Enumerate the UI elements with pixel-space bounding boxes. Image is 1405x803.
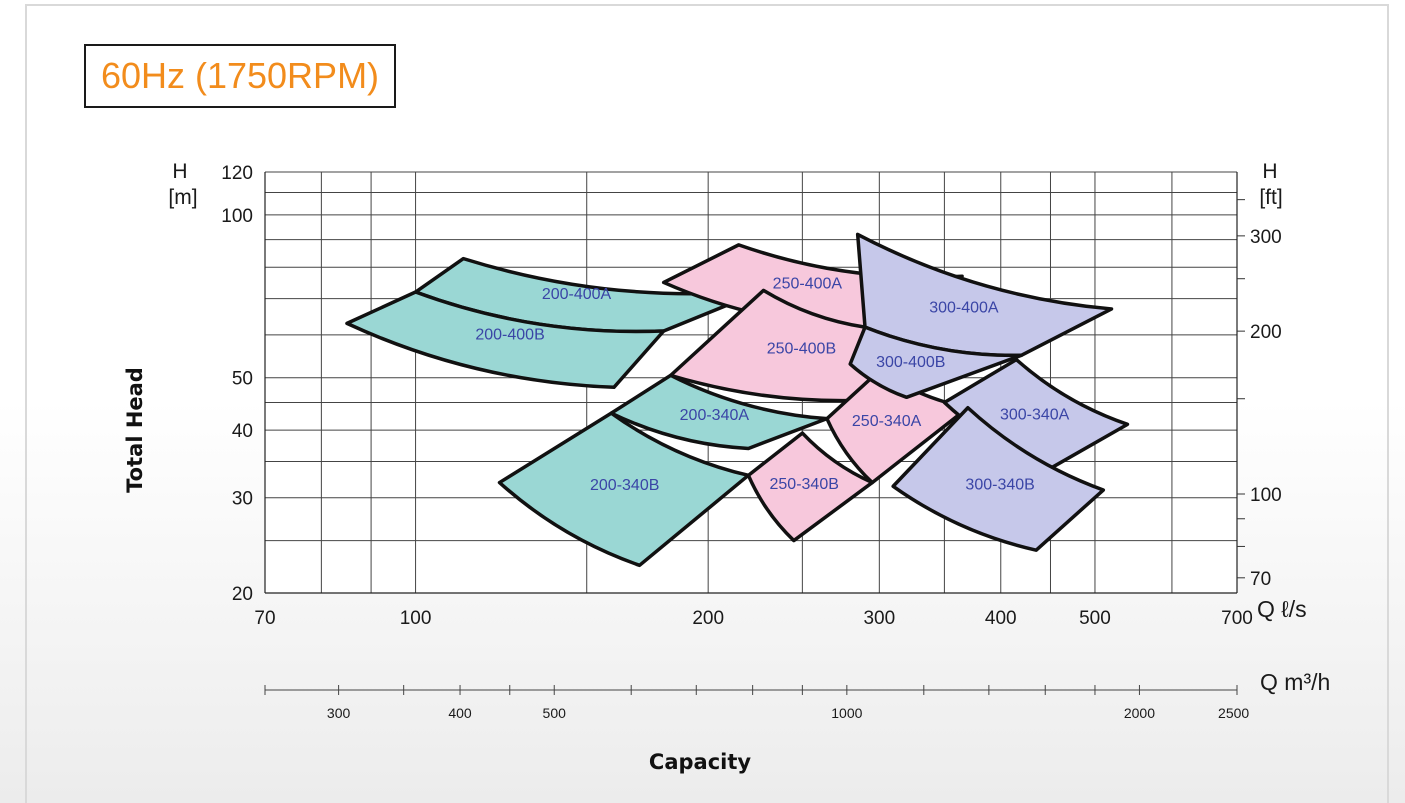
- x-primary-tick-label: 200: [692, 608, 724, 629]
- x-secondary-tick-label: 2000: [1124, 705, 1155, 721]
- y-right-unit-top: H: [1262, 160, 1277, 183]
- x-secondary-unit-label: Q m³/h: [1260, 669, 1330, 695]
- region-250-340B: [746, 431, 874, 543]
- y-right-tick-label: 200: [1250, 322, 1282, 343]
- series-label: 200-340A: [680, 407, 750, 424]
- title-box: 60Hz (1750RPM): [84, 44, 396, 108]
- x-primary-tick-label: 700: [1221, 608, 1253, 629]
- y-right-tick-label: 300: [1250, 227, 1282, 248]
- series-label: 250-400A: [773, 276, 843, 293]
- y-left-tick-label: 50: [232, 369, 253, 390]
- y-left-tick-label: 20: [232, 584, 253, 605]
- series-label: 300-340B: [965, 477, 1034, 494]
- series-label: 200-340B: [590, 477, 659, 494]
- y-left-tick-label: 100: [221, 206, 253, 227]
- y-axis-title: Total Head: [123, 367, 147, 493]
- x-primary-tick-label: 70: [254, 608, 275, 629]
- y-left-tick-label: 40: [232, 421, 253, 442]
- y-left-unit-top: H: [172, 160, 187, 183]
- y-right-unit-bottom: [ft]: [1259, 186, 1282, 209]
- y-left-unit-bottom: [m]: [168, 186, 197, 209]
- panel-border-left: [25, 4, 27, 803]
- y-right-tick-label: 70: [1250, 569, 1271, 590]
- panel-border-right: [1387, 4, 1389, 803]
- region-200-400B: [345, 290, 666, 390]
- series-label: 250-340A: [852, 413, 922, 430]
- x-primary-unit-label: Q ℓ/s: [1257, 596, 1307, 622]
- region-200-340B: [497, 411, 751, 568]
- x-primary-tick-label: 400: [985, 608, 1017, 629]
- x-secondary-tick-label: 500: [543, 705, 567, 721]
- region-200-340A: [609, 373, 829, 451]
- y-right-tick-label: 100: [1250, 485, 1282, 506]
- series-label: 300-400B: [876, 354, 945, 371]
- region-300-340B: [891, 405, 1106, 552]
- x-primary-tick-label: 500: [1079, 608, 1111, 629]
- series-label: 300-340A: [1000, 407, 1070, 424]
- x-secondary-tick-label: 300: [327, 705, 351, 721]
- series-label: 300-400A: [929, 299, 999, 316]
- panel-border-top: [25, 4, 1389, 6]
- chart-title: 60Hz (1750RPM): [100, 55, 380, 96]
- region-300-400B: [848, 325, 1024, 400]
- x-secondary-tick-label: 1000: [831, 705, 862, 721]
- x-axis-title: Capacity: [648, 750, 752, 774]
- x-primary-tick-label: 300: [863, 608, 895, 629]
- series-label: 200-400B: [475, 326, 544, 343]
- x-secondary-tick-label: 400: [448, 705, 472, 721]
- series-label: 200-400A: [542, 286, 612, 303]
- x-secondary-tick-label: 2500: [1218, 705, 1249, 721]
- series-label: 250-400B: [767, 341, 836, 358]
- series-label: 250-340B: [770, 476, 839, 493]
- y-left-tick-label: 120: [221, 163, 253, 184]
- y-left-tick-label: 30: [232, 489, 253, 510]
- x-primary-tick-label: 100: [400, 608, 432, 629]
